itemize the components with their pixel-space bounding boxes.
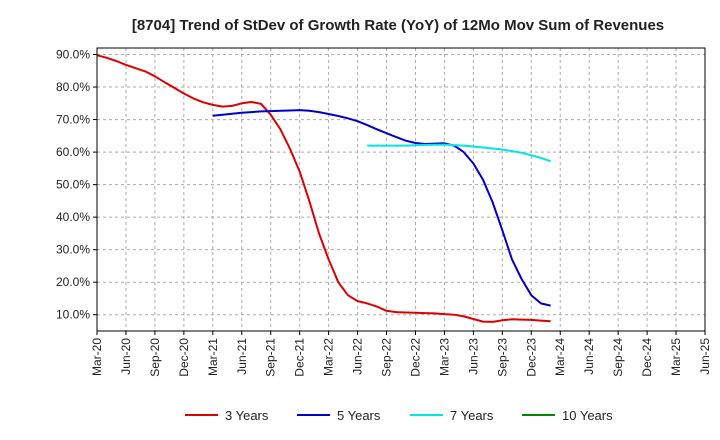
x-tick-label: Dec-20: [177, 338, 191, 377]
x-tick-label: Sep-21: [264, 338, 278, 377]
x-axis-ticks: Mar-20 Jun-20 Sep-20 Dec-20 Mar-21 Jun-21 Sep-…: [90, 331, 712, 377]
x-tick-label: Jun-22: [351, 338, 365, 375]
y-tick-label: 70.0%: [56, 113, 90, 127]
x-tick-label: Jun-20: [119, 338, 133, 375]
series-layer: [96, 54, 551, 323]
x-tick-label: Dec-23: [524, 338, 538, 377]
x-tick-label: Jun-21: [235, 338, 249, 375]
y-tick-label: 20.0%: [56, 275, 90, 289]
x-tick-label: Mar-20: [90, 338, 104, 376]
x-tick-label: Mar-25: [669, 338, 683, 376]
legend-label-7-years: 7 Years: [450, 408, 494, 423]
x-tick-label: Mar-22: [322, 338, 336, 376]
x-tick-label: Sep-20: [148, 338, 162, 377]
x-tick-label: Jun-23: [466, 338, 480, 375]
x-tick-label: Mar-21: [206, 338, 220, 376]
y-tick-label: 90.0%: [56, 48, 90, 62]
series-line-5-years: [212, 109, 551, 307]
x-tick-label: Sep-23: [495, 338, 509, 377]
x-tick-label: Mar-24: [553, 338, 567, 376]
legend-label-5-years: 5 Years: [337, 408, 381, 423]
y-tick-label: 50.0%: [56, 178, 90, 192]
chart-title: [8704] Trend of StDev of Growth Rate (Yo…: [132, 17, 664, 34]
legend-label-10-years: 10 Years: [562, 408, 613, 423]
y-tick-label: 60.0%: [56, 145, 90, 159]
series-line-3-years: [96, 54, 551, 323]
x-tick-label: Dec-22: [408, 338, 422, 377]
x-tick-label: Sep-22: [380, 338, 394, 377]
x-tick-label: Jun-25: [698, 338, 712, 375]
grid-layer: [97, 48, 705, 331]
y-tick-label: 80.0%: [56, 80, 90, 94]
x-tick-label: Jun-24: [582, 338, 596, 375]
y-axis-ticks: 10.0% 20.0% 30.0% 40.0% 50.0% 60.0% 70.0% 80.0%…: [56, 48, 97, 322]
plot-frame: [96, 47, 706, 332]
legend-label-3-years: 3 Years: [225, 408, 269, 423]
legend: 3 Years 5 Years 7 Years 10 Years: [185, 408, 613, 423]
y-tick-label: 10.0%: [56, 308, 90, 322]
x-tick-label: Dec-24: [640, 338, 654, 377]
x-tick-label: Mar-23: [437, 338, 451, 376]
y-tick-label: 30.0%: [56, 243, 90, 257]
series-line-7-years: [367, 143, 551, 163]
x-tick-label: Sep-24: [611, 338, 625, 377]
y-tick-label: 40.0%: [56, 210, 90, 224]
x-tick-label: Dec-21: [293, 338, 307, 377]
